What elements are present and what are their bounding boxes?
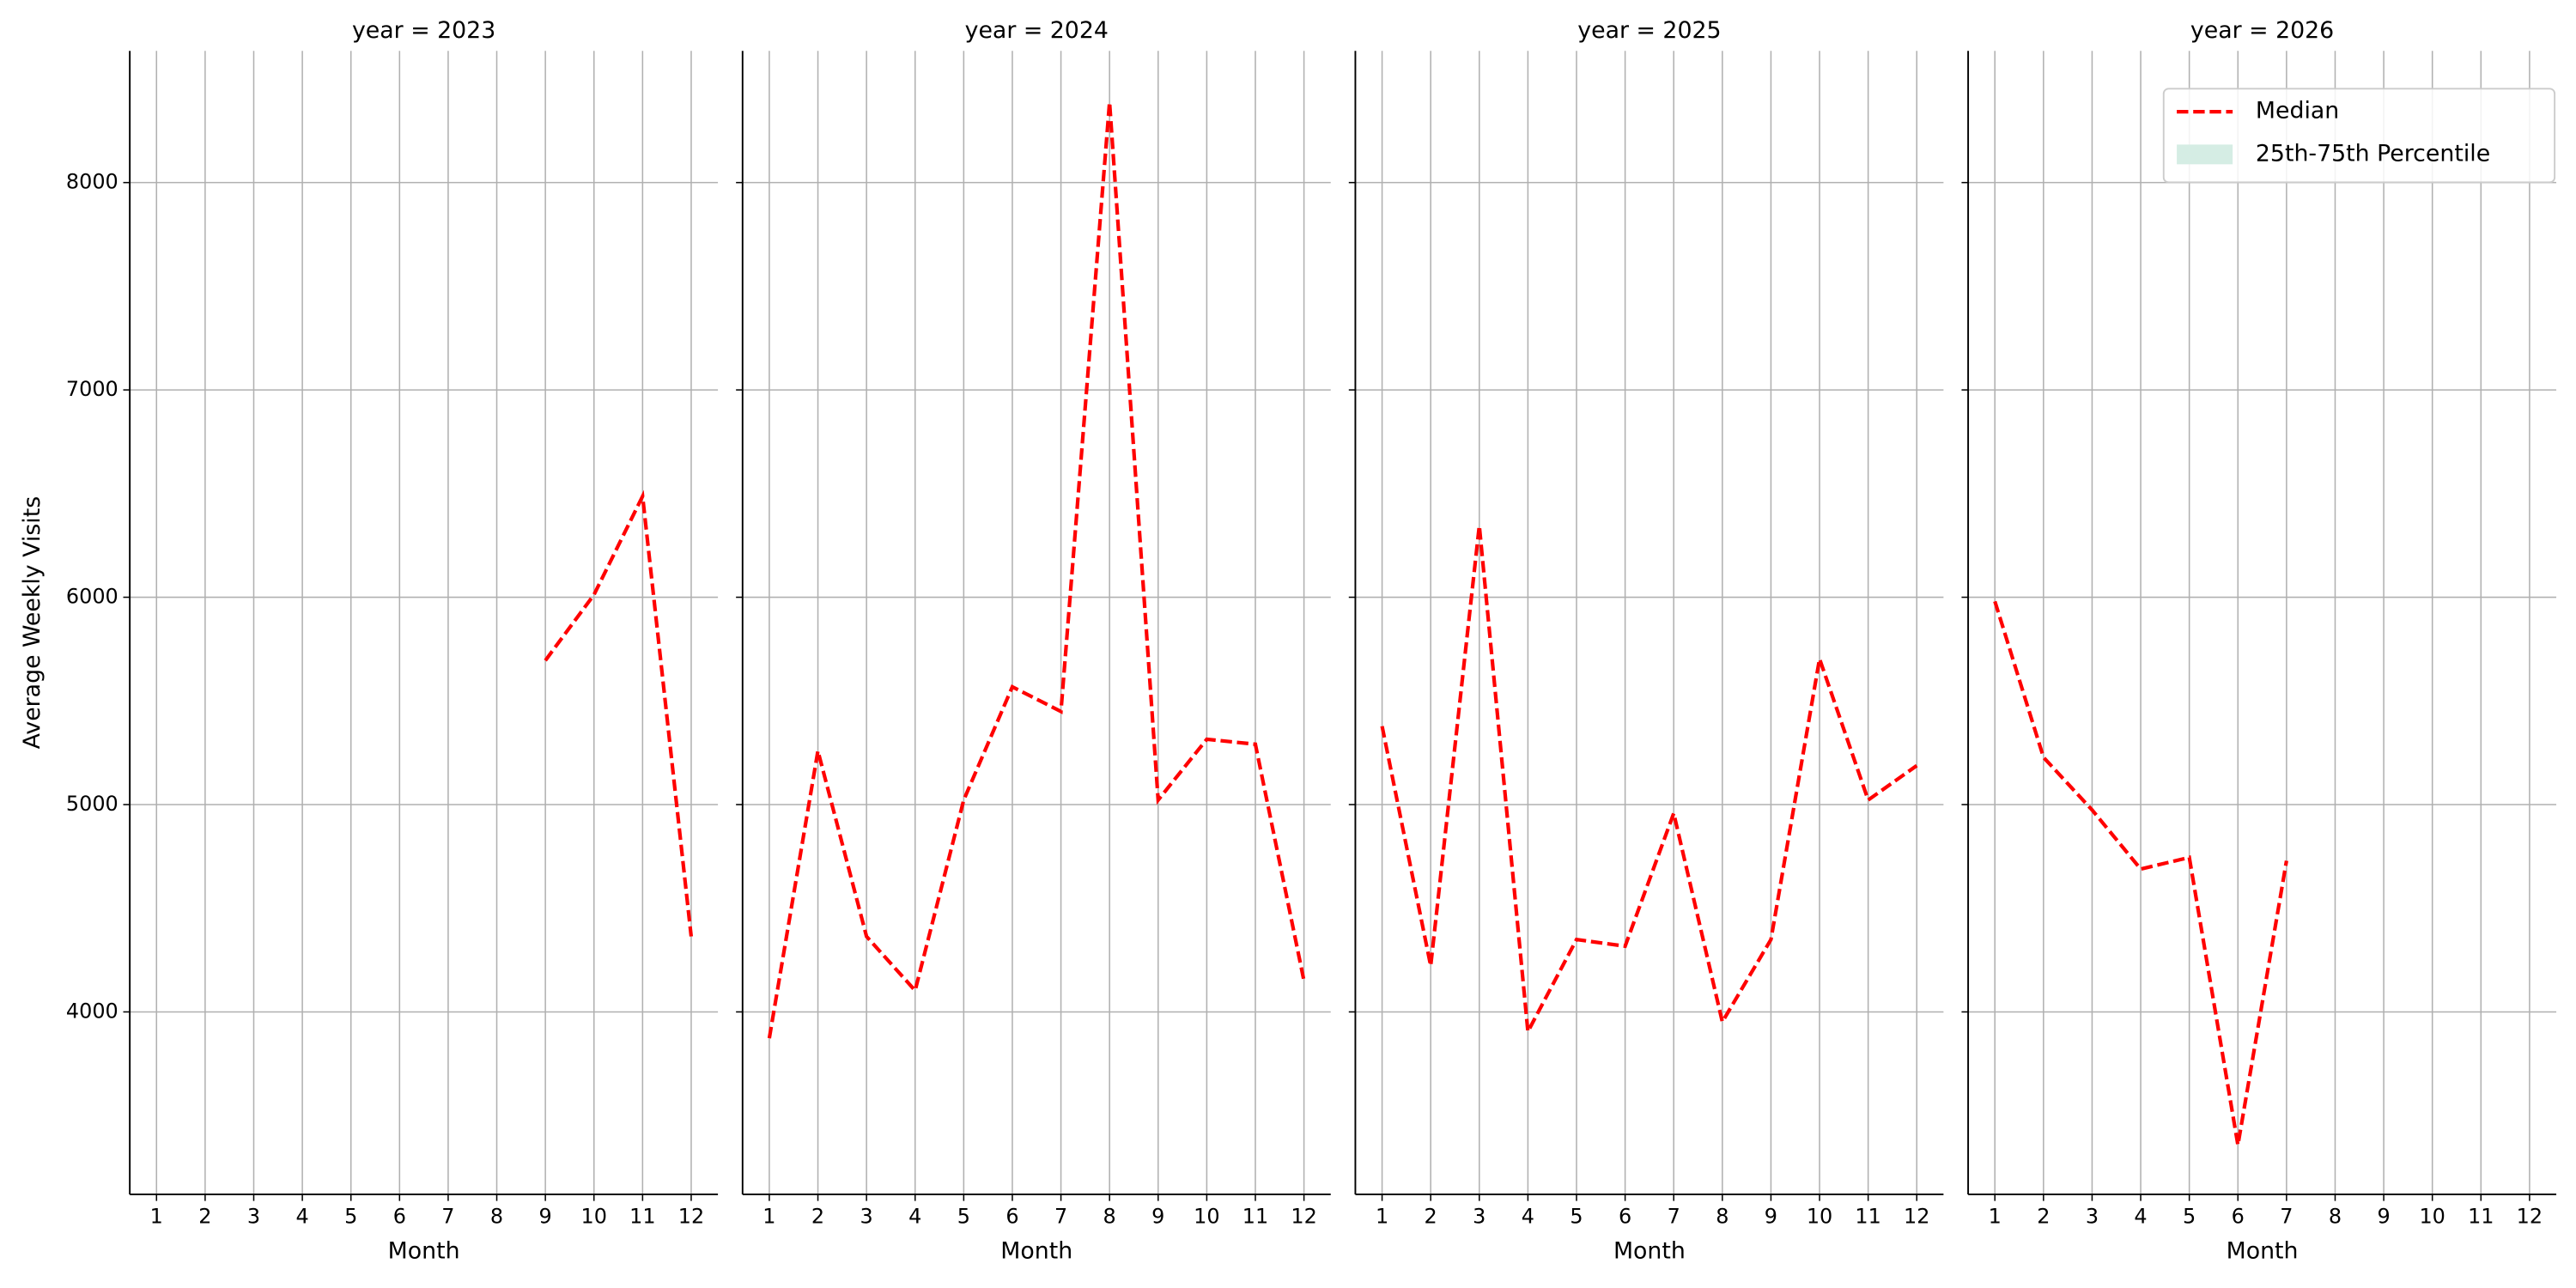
x-tick-label: 11 (1855, 1205, 1880, 1229)
x-tick-label: 7 (1054, 1205, 1067, 1229)
panel-title: year = 2026 (2190, 17, 2334, 44)
x-tick-label: 10 (1807, 1205, 1832, 1229)
y-tick-label: 7000 (66, 377, 118, 401)
x-tick-label: 8 (1103, 1205, 1116, 1229)
x-tick-label: 12 (1904, 1205, 1929, 1229)
x-tick-label: 6 (393, 1205, 406, 1229)
panel-title: year = 2025 (1577, 17, 1721, 44)
x-tick-label: 9 (1765, 1205, 1777, 1229)
x-tick-label: 12 (1291, 1205, 1316, 1229)
x-tick-label: 12 (678, 1205, 704, 1229)
x-tick-label: 6 (1005, 1205, 1018, 1229)
x-tick-label: 5 (2183, 1205, 2196, 1229)
x-tick-label: 2 (811, 1205, 824, 1229)
x-tick-label: 4 (295, 1205, 308, 1229)
x-tick-label: 8 (2329, 1205, 2342, 1229)
x-tick-label: 2 (198, 1205, 211, 1229)
x-tick-label: 11 (629, 1205, 655, 1229)
legend-label: Median (2256, 98, 2339, 125)
x-axis-label: Month (1613, 1237, 1686, 1264)
x-tick-label: 5 (957, 1205, 970, 1229)
x-tick-label: 4 (908, 1205, 921, 1229)
line-series (767, 101, 1306, 1039)
x-tick-label: 7 (441, 1205, 454, 1229)
x-tick-label: 11 (2468, 1205, 2494, 1229)
x-tick-label: 3 (247, 1205, 260, 1229)
x-tick-label: 2 (2037, 1205, 2050, 1229)
x-tick-label: 5 (1570, 1205, 1583, 1229)
x-tick-label: 4 (1522, 1205, 1534, 1229)
x-tick-label: 6 (1619, 1205, 1631, 1229)
x-tick-label: 11 (1242, 1205, 1268, 1229)
line-series (544, 489, 694, 937)
legend-label: 25th-75th Percentile (2256, 140, 2490, 167)
x-tick-label: 7 (2280, 1205, 2293, 1229)
x-tick-label: 8 (1716, 1205, 1728, 1229)
x-tick-label: 4 (2134, 1205, 2147, 1229)
y-axis-label: Average Weekly Visits (19, 496, 46, 750)
y-tick-label: 4000 (66, 999, 118, 1023)
x-tick-label: 10 (1194, 1205, 1219, 1229)
x-axis-label: Month (2227, 1237, 2299, 1264)
x-tick-label: 6 (2232, 1205, 2245, 1229)
x-axis-label: Month (1000, 1237, 1072, 1264)
x-tick-label: 1 (762, 1205, 775, 1229)
x-tick-label: 3 (2086, 1205, 2099, 1229)
x-tick-label: 1 (150, 1205, 163, 1229)
legend-swatch (2177, 144, 2233, 165)
x-tick-label: 7 (1668, 1205, 1680, 1229)
panel-title: year = 2023 (352, 17, 495, 44)
x-tick-label: 9 (1151, 1205, 1164, 1229)
x-tick-label: 1 (1989, 1205, 2002, 1229)
x-tick-label: 10 (2419, 1205, 2445, 1229)
x-tick-label: 9 (2377, 1205, 2390, 1229)
panel-title: year = 2024 (965, 17, 1109, 44)
x-tick-label: 8 (490, 1205, 503, 1229)
x-tick-label: 3 (1473, 1205, 1485, 1229)
x-tick-label: 9 (539, 1205, 552, 1229)
x-tick-label: 10 (581, 1205, 607, 1229)
y-tick-label: 6000 (66, 585, 118, 609)
x-tick-label: 2 (1425, 1205, 1437, 1229)
x-tick-label: 1 (1376, 1205, 1388, 1229)
x-tick-label: 5 (344, 1205, 357, 1229)
line-series (1380, 526, 1918, 1038)
y-tick-label: 8000 (66, 170, 118, 194)
x-tick-label: 12 (2517, 1205, 2543, 1229)
x-axis-label: Month (388, 1237, 460, 1264)
x-tick-label: 3 (860, 1205, 873, 1229)
y-tick-label: 5000 (66, 792, 118, 816)
legend-box (2162, 88, 2556, 184)
